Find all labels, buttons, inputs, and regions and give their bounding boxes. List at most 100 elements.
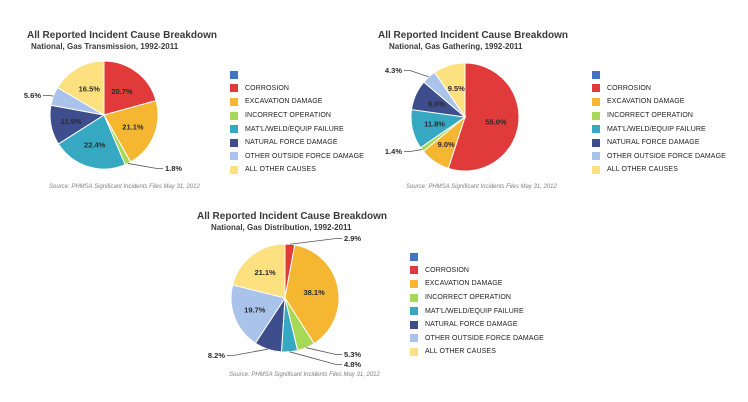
legend-label: OTHER OUTSIDE FORCE DAMAGE: [245, 152, 364, 160]
leader-line: [227, 348, 268, 356]
legend-label: INCORRECT OPERATION: [425, 294, 512, 302]
legend-swatch: [410, 320, 418, 329]
legend-swatch: [230, 70, 238, 79]
legend-distribution: CORROSION EXCAVATION DAMAGE INCORRECT OPER…: [410, 250, 544, 359]
legend-item: NATURAL FORCE DAMAGE: [592, 136, 726, 150]
legend-swatch: [592, 84, 600, 93]
legend-item: INCORRECT OPERATION: [410, 291, 544, 305]
leader-line: [404, 149, 422, 152]
legend-item: ALL OTHER CAUSES: [230, 163, 364, 177]
legend-label: OTHER OUTSIDE FORCE DAMAGE: [425, 334, 544, 342]
leader-line: [127, 163, 163, 169]
legend-item: OTHER OUTSIDE FORCE DAMAGE: [592, 150, 726, 164]
legend-swatch: [230, 84, 238, 93]
legend-item: CORROSION: [410, 264, 544, 278]
legend-label: MAT'L/WELD/EQUIP FAILURE: [245, 125, 344, 133]
legend-swatch: [230, 165, 238, 174]
chart-title: All Reported Incident Cause Breakdown: [197, 211, 388, 222]
pie-slice: [447, 62, 520, 172]
data-label: 16.5%: [79, 85, 101, 94]
legend-label: CORROSION: [607, 84, 652, 92]
legend-label: ALL OTHER CAUSES: [245, 166, 316, 174]
source-note: Source: PHMSA Significant Incidents File…: [229, 372, 380, 378]
legend-label: EXCAVATION DAMAGE: [607, 98, 685, 106]
chart-subtitle: National, Gas Distribution, 1992-2011: [211, 223, 352, 232]
data-label: 38.1%: [304, 288, 326, 297]
legend-label: MAT'L/WELD/EQUIP FAILURE: [425, 307, 524, 315]
legend-swatch: [230, 97, 238, 106]
legend-swatch: [592, 165, 600, 174]
legend-item: ALL OTHER CAUSES: [410, 345, 544, 359]
pie-slice: [57, 114, 126, 170]
legend-item: EXCAVATION DAMAGE: [410, 277, 544, 291]
legend-item: INCORRECT OPERATION: [230, 109, 364, 123]
leader-line: [289, 351, 342, 365]
data-label: 11.9%: [61, 117, 82, 126]
data-label: 1.4%: [385, 147, 402, 156]
data-label: 9.5%: [448, 84, 465, 93]
leader-line: [289, 238, 342, 245]
legend-item: MAT'L/WELD/EQUIP FAILURE: [230, 122, 364, 136]
legend-item: [410, 250, 544, 264]
legend-item: ALL OTHER CAUSES: [592, 163, 726, 177]
legend-item: NATURAL FORCE DAMAGE: [410, 318, 544, 332]
legend-item: EXCAVATION DAMAGE: [592, 95, 726, 109]
data-label: 5.3%: [344, 350, 361, 359]
legend-swatch: [410, 293, 418, 302]
legend-label: EXCAVATION DAMAGE: [425, 280, 503, 288]
legend-label: ALL OTHER CAUSES: [425, 348, 496, 356]
data-label: 21.1%: [254, 268, 276, 277]
data-label: 20.7%: [111, 87, 133, 96]
legend-label: NATURAL FORCE DAMAGE: [245, 139, 338, 147]
legend-item: OTHER OUTSIDE FORCE DAMAGE: [410, 332, 544, 346]
legend-label: CORROSION: [245, 84, 290, 92]
legend-item: NATURAL FORCE DAMAGE: [230, 136, 364, 150]
data-label: 9.0%: [428, 100, 445, 109]
legend-label: MAT'L/WELD/EQUIP FAILURE: [607, 125, 706, 133]
chart-title: All Reported Incident Cause Breakdown: [27, 30, 218, 41]
data-label: 19.7%: [244, 305, 266, 314]
legend-swatch: [592, 152, 600, 161]
legend-swatch: [230, 152, 238, 161]
data-label: 4.3%: [385, 66, 402, 75]
legend-transmission: CORROSION EXCAVATION DAMAGE INCORRECT OPER…: [230, 68, 364, 177]
source-note: Source: PHMSA Significant Incidents File…: [406, 184, 557, 190]
data-label: 4.8%: [344, 360, 361, 369]
leader-line: [43, 95, 54, 97]
legend-label: INCORRECT OPERATION: [607, 112, 694, 120]
chart-subtitle: National, Gas Gathering, 1992-2011: [389, 42, 523, 51]
legend-swatch: [410, 266, 418, 275]
legend-label: CORROSION: [425, 266, 470, 274]
legend-swatch: [410, 307, 418, 316]
data-label: 5.6%: [24, 91, 41, 100]
legend-item: INCORRECT OPERATION: [592, 109, 726, 123]
pie-slice: [56, 60, 105, 116]
pie-slice: [103, 99, 159, 163]
legend-swatch: [592, 97, 600, 106]
data-label: 2.9%: [344, 234, 361, 243]
legend-swatch: [230, 111, 238, 120]
legend-item: [230, 68, 364, 82]
chart-title: All Reported Incident Cause Breakdown: [378, 30, 569, 41]
chart-subtitle: National, Gas Transmission, 1992-2011: [31, 42, 179, 51]
data-label: 11.8%: [424, 120, 445, 129]
legend-item: EXCAVATION DAMAGE: [230, 95, 364, 109]
pie-slice: [230, 284, 286, 344]
leader-line: [306, 347, 342, 355]
data-label: 22.4%: [84, 140, 106, 149]
legend-swatch: [410, 334, 418, 343]
legend-swatch: [410, 347, 418, 356]
data-label: 55.0%: [485, 117, 507, 126]
legend-label: OTHER OUTSIDE FORCE DAMAGE: [607, 152, 726, 160]
legend-label: NATURAL FORCE DAMAGE: [607, 139, 700, 147]
legend-swatch: [230, 138, 238, 147]
legend-swatch: [592, 111, 600, 120]
legend-swatch: [230, 125, 238, 134]
source-note: Source: PHMSA Significant Incidents File…: [49, 184, 200, 190]
legend-label: INCORRECT OPERATION: [245, 112, 332, 120]
legend-gathering: CORROSION EXCAVATION DAMAGE INCORRECT OPER…: [592, 68, 726, 177]
data-label: 8.2%: [208, 351, 225, 360]
